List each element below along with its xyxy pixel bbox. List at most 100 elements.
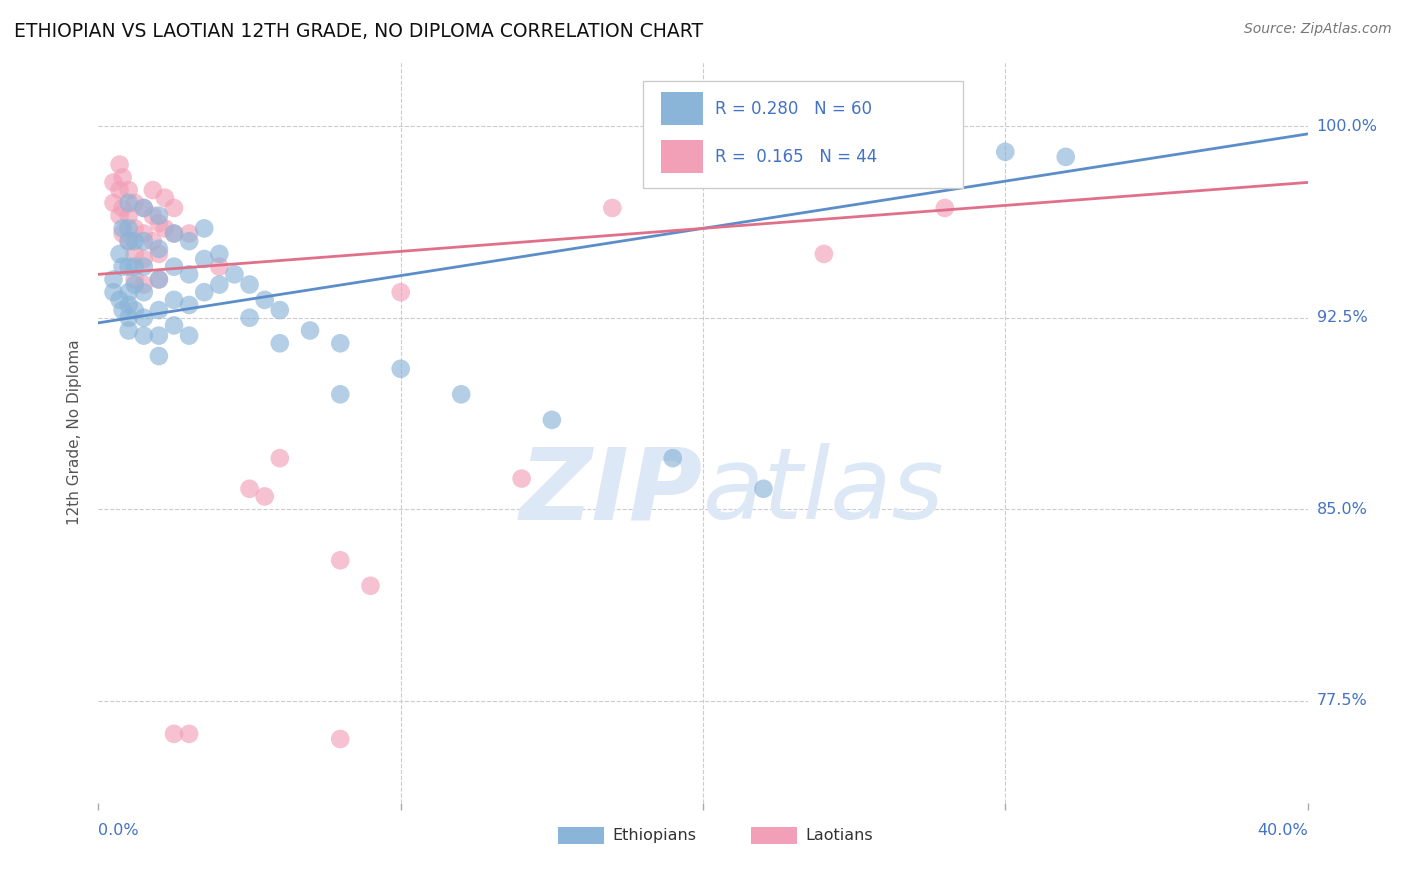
Point <box>163 260 186 274</box>
Text: ZIP: ZIP <box>520 443 703 541</box>
Point <box>118 324 141 338</box>
Text: Source: ZipAtlas.com: Source: ZipAtlas.com <box>1244 22 1392 37</box>
Text: 85.0%: 85.0% <box>1316 501 1368 516</box>
Point <box>299 324 322 338</box>
Point <box>111 201 134 215</box>
Point <box>224 268 246 282</box>
Point <box>118 195 141 210</box>
Point <box>193 285 215 300</box>
Point <box>111 170 134 185</box>
Point <box>108 293 131 307</box>
Point <box>132 234 155 248</box>
Point <box>389 361 412 376</box>
Point <box>253 490 276 504</box>
Point <box>239 310 262 325</box>
Point <box>163 201 186 215</box>
Point <box>813 247 835 261</box>
Text: 92.5%: 92.5% <box>1316 310 1368 326</box>
Point <box>148 242 170 256</box>
Point <box>329 553 352 567</box>
Point <box>148 209 170 223</box>
Point <box>132 201 155 215</box>
Point <box>108 183 131 197</box>
Point <box>752 482 775 496</box>
Point <box>103 195 125 210</box>
Point <box>111 260 134 274</box>
Point <box>148 272 170 286</box>
Point <box>148 303 170 318</box>
Point <box>132 260 155 274</box>
Point <box>661 451 683 466</box>
Text: Ethiopians: Ethiopians <box>613 828 696 843</box>
Point <box>118 209 141 223</box>
Text: R =  0.165   N = 44: R = 0.165 N = 44 <box>716 148 877 166</box>
Point <box>540 413 562 427</box>
Point <box>124 277 146 292</box>
Point <box>118 310 141 325</box>
Point <box>148 272 170 286</box>
Point <box>148 328 170 343</box>
Text: atlas: atlas <box>703 443 945 541</box>
Point <box>132 328 155 343</box>
Point <box>450 387 472 401</box>
Point <box>269 451 291 466</box>
Point <box>142 183 165 197</box>
Point <box>153 221 176 235</box>
Text: R = 0.280   N = 60: R = 0.280 N = 60 <box>716 100 872 118</box>
Point <box>108 157 131 171</box>
Text: Laotians: Laotians <box>806 828 873 843</box>
Point <box>163 727 186 741</box>
Point <box>179 234 201 248</box>
Point <box>108 247 131 261</box>
Point <box>124 247 146 261</box>
Point <box>124 272 146 286</box>
Text: 40.0%: 40.0% <box>1257 823 1308 838</box>
Point <box>163 227 186 241</box>
Bar <box>661 140 703 173</box>
Point <box>111 221 134 235</box>
Point <box>193 252 215 266</box>
Point <box>132 201 155 215</box>
Point <box>179 328 201 343</box>
Point <box>132 252 155 266</box>
Point <box>132 310 155 325</box>
Point <box>118 221 141 235</box>
Text: 77.5%: 77.5% <box>1316 693 1368 708</box>
Point <box>994 145 1017 159</box>
Point <box>118 298 141 312</box>
Point <box>163 227 186 241</box>
Point <box>118 183 141 197</box>
Point <box>103 285 125 300</box>
Point <box>118 260 141 274</box>
Point <box>179 268 201 282</box>
Point <box>329 336 352 351</box>
Point <box>934 201 956 215</box>
Point <box>602 201 624 215</box>
Point <box>124 234 146 248</box>
Point <box>208 247 231 261</box>
Point <box>329 731 352 746</box>
Point <box>193 221 215 235</box>
Point <box>124 221 146 235</box>
Point <box>118 285 141 300</box>
Point <box>360 579 382 593</box>
Point <box>153 191 176 205</box>
Point <box>111 227 134 241</box>
Text: 0.0%: 0.0% <box>98 823 139 838</box>
FancyBboxPatch shape <box>643 81 963 188</box>
Point <box>179 727 201 741</box>
Point <box>132 285 155 300</box>
Bar <box>558 827 603 844</box>
Point <box>111 303 134 318</box>
Point <box>148 216 170 230</box>
Point <box>269 336 291 351</box>
Point <box>253 293 276 307</box>
Point <box>163 318 186 333</box>
Point <box>103 176 125 190</box>
Point <box>132 277 155 292</box>
Point <box>132 227 155 241</box>
Point <box>269 303 291 318</box>
Point <box>389 285 412 300</box>
Point <box>179 227 201 241</box>
Point <box>118 234 141 248</box>
